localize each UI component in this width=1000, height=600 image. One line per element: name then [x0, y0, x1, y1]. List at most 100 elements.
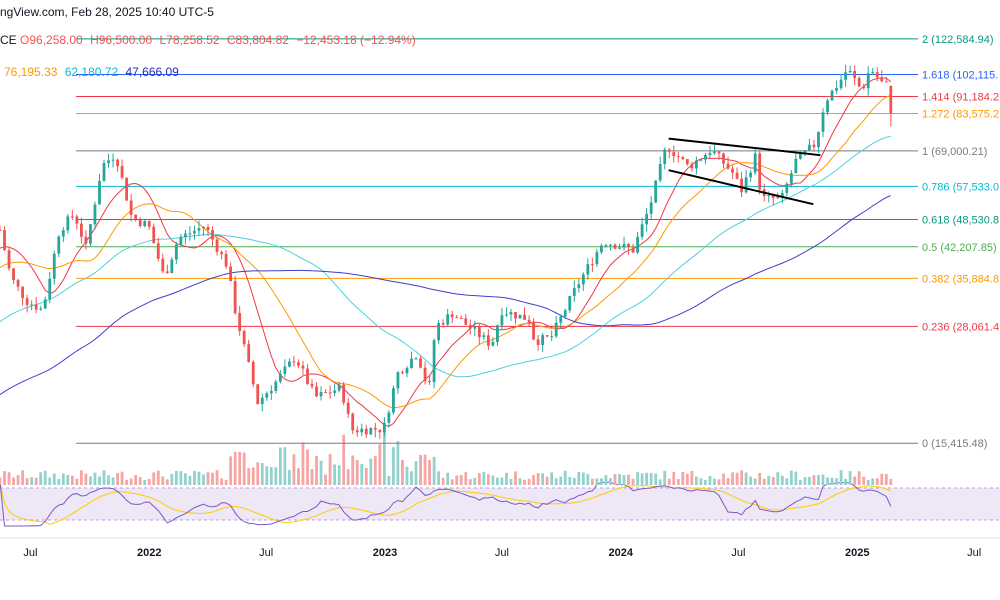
volume-bar: [156, 470, 160, 485]
candle-body: [590, 264, 594, 266]
candle-body: [319, 392, 323, 397]
volume-bar: [699, 478, 703, 485]
volume-bar: [278, 447, 282, 485]
candle-body: [550, 336, 554, 338]
candle-body: [554, 322, 558, 337]
candle-body: [269, 390, 273, 394]
volume-bar: [586, 474, 590, 485]
volume-bar: [342, 434, 346, 485]
volume-bar: [835, 478, 838, 485]
candle-body: [717, 151, 721, 154]
candle-body: [410, 358, 413, 369]
fib-label-10: 0 (15,415.48): [922, 438, 987, 450]
channel-lower-line[interactable]: [668, 169, 814, 206]
volume-bar: [419, 454, 422, 485]
candle-body: [794, 158, 798, 174]
volume-bar: [423, 454, 427, 485]
candle-body: [830, 90, 834, 101]
candle-body: [220, 251, 223, 255]
volume-bar: [61, 473, 65, 485]
volume-bar: [563, 470, 567, 485]
candle-body: [708, 153, 712, 156]
volume-bar: [654, 473, 658, 485]
volume-bar: [685, 473, 689, 485]
volume-bar: [211, 472, 214, 485]
volume-bar: [165, 479, 169, 485]
candle-body: [61, 230, 65, 237]
volume-bar: [771, 477, 775, 485]
volume-bar: [762, 478, 766, 485]
candle-body: [238, 312, 242, 331]
moving-averages: [0, 77, 892, 427]
volume-bar: [473, 477, 477, 485]
candle-body: [541, 335, 545, 346]
candle-body: [315, 386, 318, 397]
volume-bar: [387, 475, 391, 485]
volume-bar: [875, 478, 879, 485]
volume-bar: [202, 474, 205, 485]
candle-body: [215, 239, 219, 252]
channel-upper-line[interactable]: [668, 137, 821, 157]
x-tick-label-7: 2025: [845, 547, 869, 559]
volume-bar: [382, 431, 386, 485]
candle-body: [609, 244, 612, 246]
candle-body: [333, 390, 337, 393]
volume-bar: [477, 473, 481, 485]
candle-body: [278, 373, 282, 382]
candle-body: [310, 383, 314, 387]
candle-body: [631, 247, 635, 253]
fib-label-0: 2 (122,584.94): [922, 34, 994, 46]
candle-body: [79, 223, 83, 237]
candle-body: [527, 319, 531, 323]
candle-body: [382, 422, 386, 433]
volume-bar: [75, 478, 79, 485]
candle-body: [229, 266, 233, 282]
rsi-band: [0, 488, 1000, 520]
fib-label-7: 0.5 (42,207.85): [922, 242, 997, 254]
candle-body: [111, 159, 115, 161]
candle-body: [224, 254, 228, 267]
volume-bar: [134, 475, 138, 485]
candle-body: [577, 284, 581, 289]
candle-body: [586, 264, 590, 275]
candle-body: [57, 236, 61, 254]
volume-bar: [57, 479, 61, 485]
volume-bar: [672, 471, 676, 485]
volume-bar: [604, 475, 608, 485]
candle-body: [889, 85, 893, 113]
candle-body: [297, 362, 300, 366]
candle-body: [116, 159, 119, 167]
volume-bar: [486, 474, 490, 485]
volume-bar: [337, 465, 341, 485]
candle-body: [482, 335, 486, 338]
candle-body: [645, 213, 649, 225]
volume-bar: [373, 456, 377, 485]
volume-bar: [116, 473, 119, 485]
ma-line-2: [0, 135, 891, 378]
candle-body: [12, 268, 15, 281]
candle-body: [685, 159, 689, 165]
volume-bar: [848, 471, 852, 485]
candle-body: [600, 245, 603, 253]
volume-bar: [794, 471, 798, 485]
x-tick-label-6: Jul: [731, 547, 745, 559]
volume-bar: [428, 460, 431, 485]
candle-body: [179, 237, 183, 245]
fib-label-6: 0.618 (48,530.8: [922, 215, 999, 227]
volume-bar: [34, 477, 38, 485]
candle-body: [428, 381, 431, 383]
volume-bar: [310, 469, 314, 485]
volume-bar: [401, 459, 404, 485]
candle-body: [423, 367, 427, 382]
candle-body: [283, 366, 287, 374]
candle-body: [260, 397, 264, 405]
volume-bar: [726, 478, 730, 485]
ma-line-1: [0, 94, 891, 409]
volume-bar: [713, 478, 716, 485]
x-tick-label-4: Jul: [495, 547, 509, 559]
volume-bar: [260, 463, 264, 485]
candle-body: [211, 230, 214, 240]
volume-bar: [70, 475, 74, 485]
candle-body: [735, 172, 739, 179]
